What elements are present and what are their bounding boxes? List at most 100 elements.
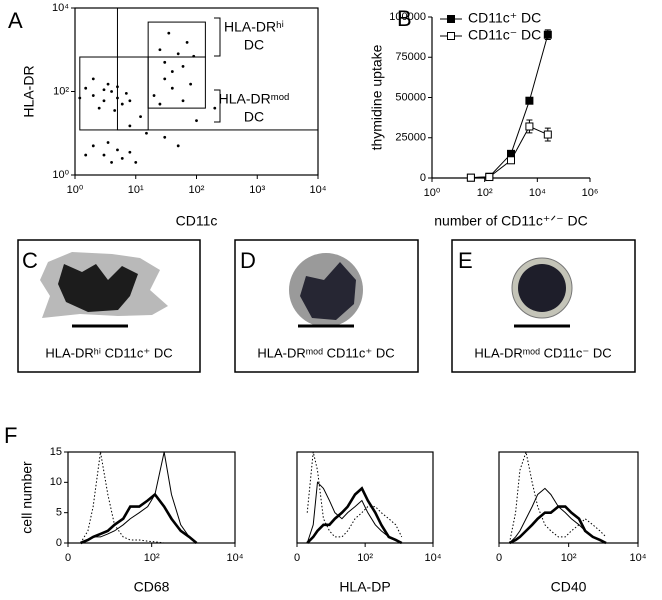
cell-nucleus [300,262,356,320]
x-tick-label: 10² [189,184,205,196]
y-tick-label: 75000 [395,51,426,63]
series-line [508,450,607,544]
gate [79,56,149,131]
dot [116,85,119,89]
gate [147,21,206,58]
x-tick-label: 0 [294,552,300,564]
dot [158,48,162,52]
dot [91,94,95,97]
panel-label: E [458,248,473,273]
x-axis-label: CD11c [176,213,218,229]
dot [110,90,113,93]
dot [84,153,88,157]
dot [116,148,119,152]
dot [116,96,119,100]
gate-bracket [214,89,221,123]
x-tick-label: 10⁴ [310,184,327,196]
gate-label: HLA-DRᵐᵒᵈ [219,91,290,107]
x-tick-label: 0 [496,552,502,564]
series-line [80,451,197,544]
gate [147,56,206,109]
marker [485,173,494,182]
marker [525,96,534,105]
y-tick-label: 0 [56,537,62,549]
y-tick-label: 0 [420,172,426,184]
series-line [306,481,402,544]
dot [167,31,171,35]
cell-nucleus [518,264,566,312]
dot [128,124,132,128]
dot [78,96,82,100]
x-axis-label: CD40 [551,579,587,595]
gate-label: DC [244,37,264,53]
series-line [306,451,403,538]
series-line [306,486,403,545]
dot [110,161,113,164]
x-axis-label: number of CD11c⁺ᐟ⁻ DC [434,213,588,229]
dot [113,109,117,112]
x-tick-label: 10² [477,187,493,199]
x-tick-label: 10⁴ [425,552,442,564]
dot [170,70,174,73]
x-tick-label: 0 [65,552,71,564]
marker [543,30,552,39]
dot [163,135,167,139]
y-tick-label: 10² [53,85,69,97]
x-tick-label: 10⁰ [424,187,441,199]
gate-label: HLA-DRʰⁱ [224,19,284,35]
x-tick-label: 10⁶ [582,187,599,199]
dot [152,94,156,97]
dot [91,144,95,148]
marker [525,122,534,131]
panel-label: C [22,248,38,273]
caption: HLA-DRᵐᵒᵈ CD11c⁻ DC [474,345,611,360]
y-tick-label: 15 [50,446,62,458]
dot [106,82,110,86]
legend-marker [447,32,455,40]
x-tick-label: 10² [561,552,577,564]
panel-frame [451,239,636,373]
dot [170,86,174,90]
cell-nucleus [58,264,138,312]
series-line [508,505,607,545]
dot [189,82,193,86]
panel-label: A [8,8,23,33]
y-tick-label: 50000 [395,91,426,103]
dot [176,52,180,56]
marker [466,173,475,182]
x-tick-label: 10¹ [128,184,144,196]
y-axis-label: HLA-DR [21,65,37,117]
marker [543,130,552,139]
dot [102,99,106,103]
series-line [80,451,197,544]
x-tick-label: 10² [357,552,373,564]
series-line [80,492,198,545]
dot [158,102,162,106]
dot [181,64,185,68]
dot [91,77,95,81]
y-axis-label: thymidine uptake [369,44,385,150]
panel-frame [17,239,201,373]
panel-frame [234,239,419,373]
dot [176,144,180,148]
y-tick-label: 10⁰ [52,169,69,181]
dot [181,99,185,103]
panel-label: D [240,248,256,273]
caption: HLA-DRᵐᵒᵈ CD11c⁺ DC [257,345,394,360]
legend-label: CD11c⁺ DC [468,10,541,26]
x-axis-label: HLA-DP [339,579,390,595]
x-tick-label: 10² [144,552,160,564]
dot [120,102,124,106]
dot [128,150,132,154]
x-tick-label: 10³ [249,184,265,196]
dot [139,115,142,119]
gate-bracket [214,17,221,57]
plot-frame [498,451,639,544]
y-tick-label: 5 [56,507,62,519]
legend-label: CD11c⁻ DC [468,27,541,43]
y-tick-label: 25000 [395,132,426,144]
dot [102,153,106,157]
dot [124,92,128,95]
dot [106,141,110,144]
